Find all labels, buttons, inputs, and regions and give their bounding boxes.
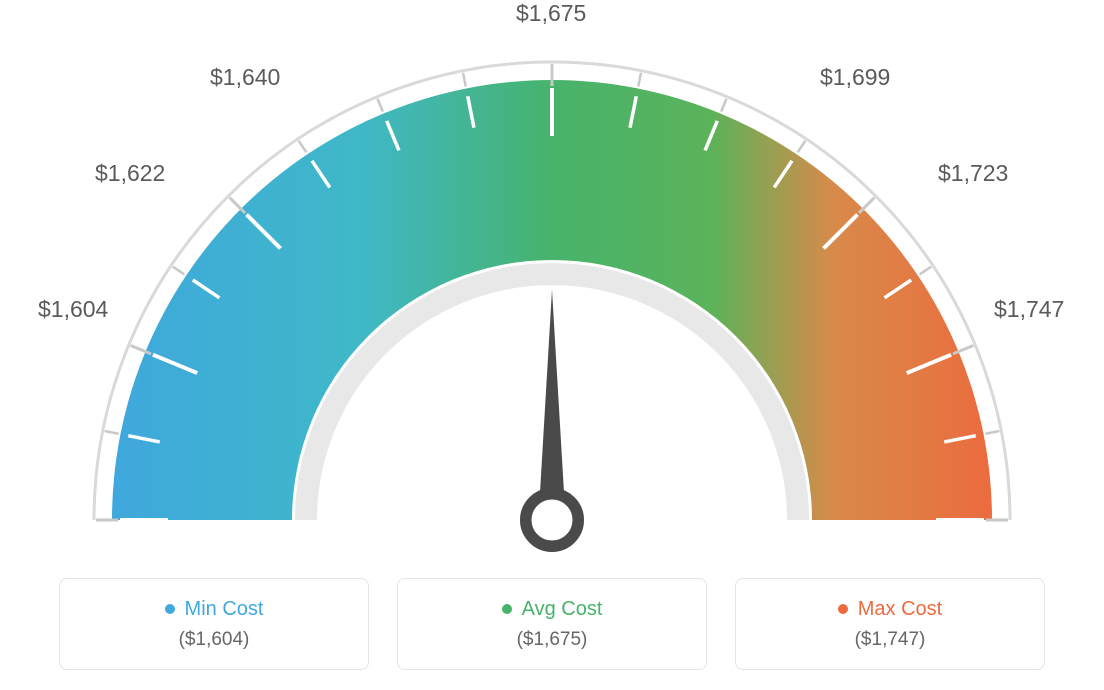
gauge-tick-label: $1,640 bbox=[210, 64, 280, 91]
avg-cost-value: ($1,675) bbox=[517, 629, 588, 651]
gauge-chart: $1,604 $1,622 $1,640 $1,675 $1,699 $1,723 $1,7… bbox=[0, 0, 1104, 560]
max-dot-icon bbox=[838, 604, 848, 614]
max-cost-title: Max Cost bbox=[858, 598, 942, 621]
gauge-tick-label: $1,622 bbox=[95, 160, 165, 187]
summary-cards: Min Cost ($1,604) Avg Cost ($1,675) Max … bbox=[59, 578, 1045, 670]
avg-cost-title: Avg Cost bbox=[522, 598, 603, 621]
avg-cost-title-row: Avg Cost bbox=[502, 598, 603, 621]
gauge-tick-label: $1,675 bbox=[516, 0, 586, 27]
min-cost-title: Min Cost bbox=[185, 598, 264, 621]
gauge-tick-label: $1,604 bbox=[38, 296, 108, 323]
max-cost-title-row: Max Cost bbox=[838, 598, 942, 621]
gauge-svg bbox=[0, 30, 1104, 590]
gauge-tick-label: $1,747 bbox=[994, 296, 1064, 323]
avg-dot-icon bbox=[502, 604, 512, 614]
min-cost-title-row: Min Cost bbox=[165, 598, 264, 621]
max-cost-card: Max Cost ($1,747) bbox=[735, 578, 1045, 670]
gauge-tick-label: $1,723 bbox=[938, 160, 1008, 187]
min-cost-card: Min Cost ($1,604) bbox=[59, 578, 369, 670]
min-dot-icon bbox=[165, 604, 175, 614]
avg-cost-card: Avg Cost ($1,675) bbox=[397, 578, 707, 670]
gauge-tick-label: $1,699 bbox=[820, 64, 890, 91]
max-cost-value: ($1,747) bbox=[855, 629, 926, 651]
min-cost-value: ($1,604) bbox=[179, 629, 250, 651]
